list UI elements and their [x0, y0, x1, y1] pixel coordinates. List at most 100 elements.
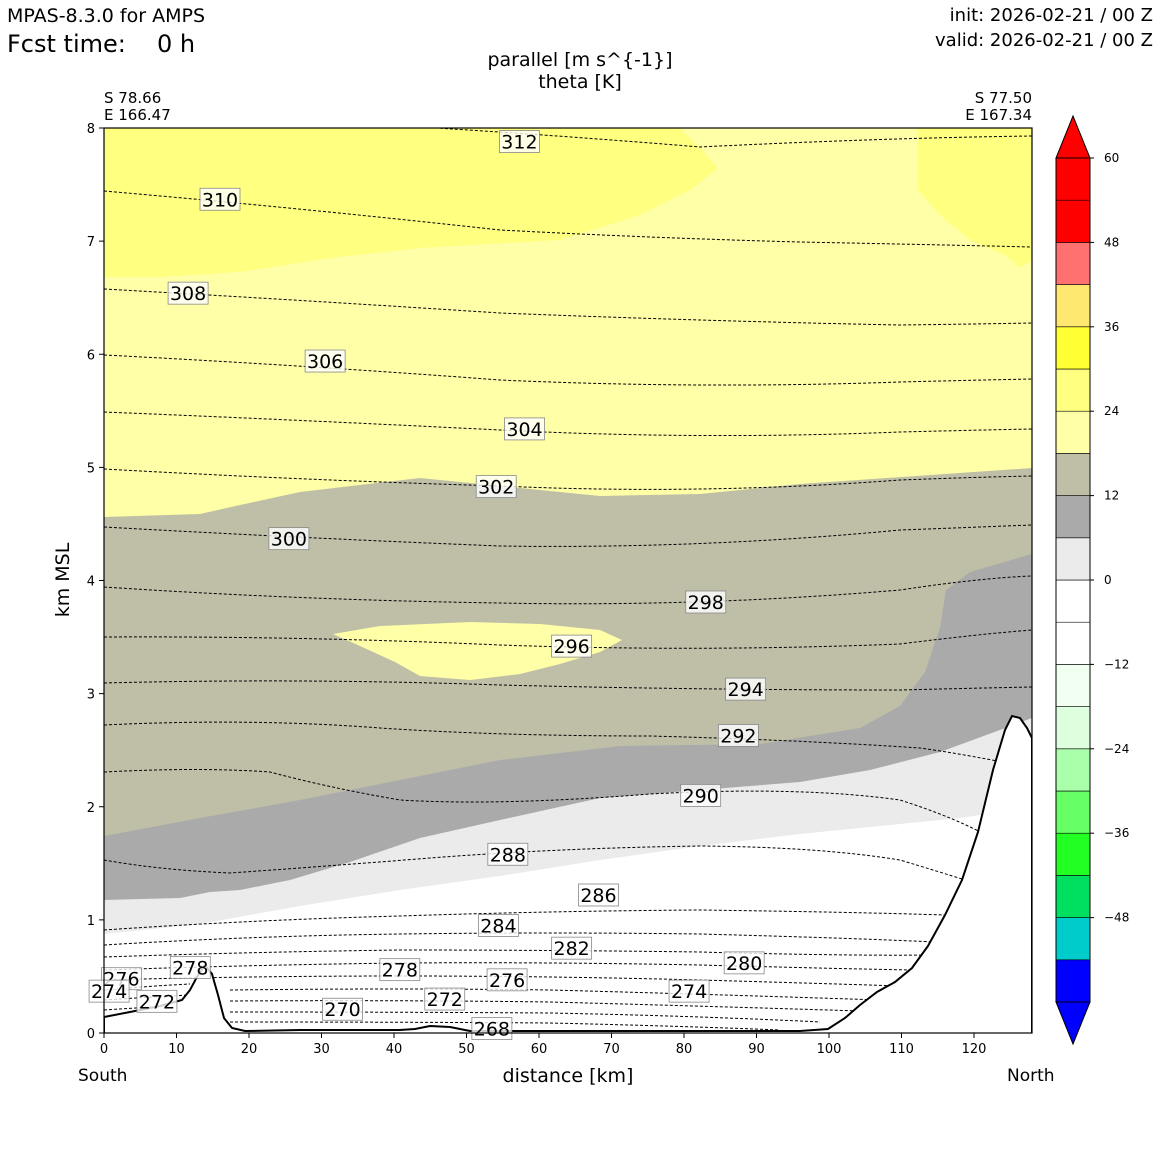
contour-label-box — [486, 968, 528, 992]
colorbar-bin — [1055, 664, 1091, 707]
x-tick-label: 120 — [962, 1042, 987, 1057]
contour-label-box — [199, 187, 241, 211]
x-tick-label: 40 — [386, 1042, 403, 1057]
shade-30-36-left — [104, 128, 718, 277]
contour-label: 294 — [727, 679, 763, 701]
shade-30-36-right — [918, 128, 1032, 268]
contour-label: 272 — [139, 991, 175, 1013]
contour-label: 278 — [382, 960, 418, 982]
colorbar-tick-label: 48 — [1104, 235, 1119, 249]
colorbar-bin — [1055, 495, 1091, 539]
colorbar-bin — [1055, 199, 1091, 243]
colorbar-bin — [1055, 453, 1091, 496]
theta-contour-312 — [428, 128, 1032, 148]
contour-label: 280 — [726, 953, 762, 975]
theta-contour-308 — [104, 288, 1032, 326]
y-tick-label: 3 — [87, 688, 95, 703]
shade-0-6 — [104, 808, 1032, 1033]
colorbar-bin — [1055, 875, 1091, 918]
contour-label-box — [424, 987, 466, 1011]
contour-label: 268 — [474, 1018, 510, 1040]
x-tick-label: 10 — [168, 1042, 185, 1057]
north-label: North — [1007, 1066, 1055, 1086]
x-tick-label: 20 — [241, 1042, 258, 1057]
x-tick-label: 100 — [817, 1042, 842, 1057]
contour-label-box — [685, 590, 727, 614]
contour-label: 274 — [91, 981, 127, 1003]
contour-label-box — [167, 281, 209, 305]
colorbar-bin — [1055, 621, 1091, 665]
colorbar-tick-label: 12 — [1104, 489, 1119, 503]
contour-label: 312 — [501, 132, 537, 154]
theta-contour-300 — [104, 524, 1032, 547]
contour-label-box — [379, 958, 421, 982]
contour-label-box — [268, 527, 310, 551]
colorbar-tick-label: −36 — [1104, 826, 1129, 840]
contour-label: 282 — [553, 938, 589, 960]
x-tick-label: 30 — [313, 1042, 330, 1057]
theta-contour-278 — [104, 983, 881, 1001]
contour-label: 270 — [324, 999, 360, 1021]
y-tick-label: 6 — [87, 348, 95, 363]
y-axis-ticks: 0 1 2 3 4 5 6 7 8 — [87, 122, 104, 1042]
contour-label: 308 — [170, 283, 206, 305]
contour-label: 300 — [271, 529, 307, 551]
contour-label-box — [504, 417, 545, 441]
y-tick-label: 0 — [87, 1027, 95, 1042]
colorbar-tick-label: 24 — [1104, 404, 1119, 418]
theta-contour-294 — [104, 680, 1032, 691]
x-tick-label: 70 — [603, 1042, 620, 1057]
chart-title: parallel [m s^{-1}] — [487, 49, 673, 71]
contour-label-box — [551, 634, 593, 658]
y-tick-label: 2 — [87, 801, 95, 816]
colorbar-bin — [1055, 832, 1091, 876]
theta-contour-290 — [104, 845, 966, 881]
colorbar-bin — [1055, 410, 1091, 454]
contour-label: 306 — [307, 351, 343, 373]
theta-contour-282 — [104, 962, 916, 971]
theta-contour-284 — [104, 949, 931, 958]
theta-contour-276 — [104, 994, 861, 1012]
x-tick-label: 90 — [748, 1042, 765, 1057]
contour-label-box — [717, 724, 759, 747]
colorbar-bin — [1055, 748, 1091, 792]
theta-contour-296 — [104, 629, 1032, 649]
contour-label-box — [725, 677, 767, 701]
contour-label: 296 — [553, 636, 589, 658]
right-end-lon: E 167.34 — [965, 106, 1032, 124]
contour-label-box — [136, 989, 178, 1013]
contour-label-box — [578, 883, 619, 907]
contour-label-box — [322, 997, 363, 1021]
colorbar-tick-label: 60 — [1104, 151, 1119, 165]
forecast-time-value: 0 h — [157, 30, 196, 58]
colorbar-tick-label: −12 — [1104, 657, 1129, 671]
theta-contour-306 — [104, 354, 1032, 386]
x-axis-ticks: 0 10 20 30 40 50 60 70 80 90 100 110 120 — [100, 1033, 987, 1057]
theta-contour-291 — [104, 769, 981, 833]
contour-label: 302 — [478, 477, 514, 499]
contour-label: 310 — [202, 189, 238, 211]
contour-label: 290 — [683, 785, 719, 807]
colorbar-bin — [1055, 917, 1091, 961]
colorbar-under-arrow — [1055, 1001, 1091, 1046]
contour-label-box — [169, 955, 211, 979]
contour-label: 276 — [489, 970, 525, 992]
valid-time: valid: 2026-02-21 / 00 Z — [935, 30, 1153, 51]
chart-subtitle: theta [K] — [538, 71, 622, 93]
contour-label: 272 — [427, 989, 463, 1011]
colorbar-bin — [1055, 326, 1091, 370]
y-tick-label: 8 — [87, 122, 95, 137]
contour-label-box — [499, 130, 540, 153]
contour-label-box — [88, 979, 130, 1003]
y-tick-label: 5 — [87, 461, 95, 476]
colorbar-bin — [1055, 579, 1091, 623]
contour-label-box — [723, 951, 765, 975]
colorbar-bin — [1055, 537, 1091, 581]
x-tick-label: 110 — [889, 1042, 914, 1057]
contour-label-box — [304, 349, 346, 373]
colorbar: 60 48 36 24 12 0 −12 −24 −36 −48 — [1055, 114, 1129, 1046]
x-tick-label: 0 — [100, 1042, 108, 1057]
contour-label: 292 — [720, 725, 756, 747]
colorbar-tick-label: −48 — [1104, 911, 1129, 925]
